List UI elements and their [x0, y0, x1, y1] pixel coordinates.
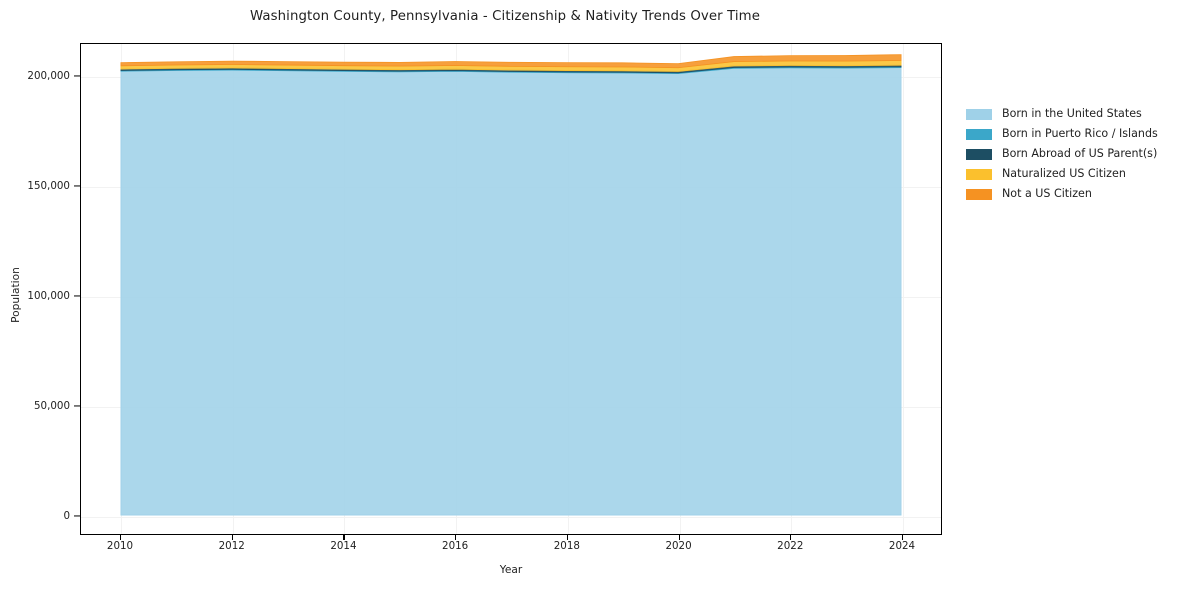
legend-label: Born in Puerto Rico / Islands: [1002, 127, 1158, 141]
x-tick-label: 2016: [442, 540, 469, 552]
legend-swatch: [966, 108, 992, 120]
area-series: [120, 67, 902, 516]
legend-swatch: [966, 188, 992, 200]
y-axis-label: Population: [10, 267, 22, 323]
area-series: [120, 54, 902, 69]
legend-label: Born in the United States: [1002, 107, 1142, 121]
x-tick-mark: [120, 535, 122, 540]
x-axis-label: Year: [499, 564, 523, 576]
legend-item[interactable]: Born Abroad of US Parent(s): [966, 144, 1180, 164]
legend-swatch: [966, 168, 992, 180]
y-tick-label: 0: [63, 510, 70, 522]
plot-area: [80, 43, 942, 535]
x-tick-label: 2010: [106, 540, 134, 552]
x-tick-mark: [343, 535, 345, 540]
legend-item[interactable]: Not a US Citizen: [966, 184, 1180, 204]
y-tick-label: 100,000: [27, 290, 70, 302]
legend-swatch: [966, 128, 992, 140]
y-tick-mark: [74, 515, 80, 517]
legend-item[interactable]: Born in the United States: [966, 104, 1180, 124]
chart-legend: Born in the United States Born in Puerto …: [966, 104, 1180, 204]
x-tick-label: 2020: [665, 540, 692, 552]
legend-label: Not a US Citizen: [1002, 187, 1092, 201]
y-tick-mark: [74, 295, 80, 297]
x-tick-mark: [902, 535, 904, 540]
legend-label: Naturalized US Citizen: [1002, 167, 1126, 181]
y-tick-mark: [74, 185, 80, 187]
legend-label: Born Abroad of US Parent(s): [1002, 147, 1158, 161]
x-tick-label: 2024: [888, 540, 916, 552]
chart-title: Washington County, Pennsylvania - Citize…: [249, 9, 761, 24]
x-tick-label: 2014: [330, 540, 357, 552]
y-tick-label: 50,000: [33, 400, 70, 412]
legend-item[interactable]: Naturalized US Citizen: [966, 164, 1180, 184]
x-tick-label: 2022: [777, 540, 804, 552]
stacked-area-series: [120, 54, 902, 516]
legend-swatch: [966, 148, 992, 160]
x-tick-label: 2012: [218, 540, 245, 552]
x-tick-mark: [455, 535, 457, 540]
x-tick-mark: [678, 535, 680, 540]
x-tick-label: 2018: [553, 540, 580, 552]
y-tick-mark: [74, 75, 80, 77]
x-tick-mark: [231, 535, 233, 540]
y-tick-mark: [74, 405, 80, 407]
x-tick-mark: [790, 535, 792, 540]
gridline-horizontal: [81, 517, 941, 518]
y-tick-label: 150,000: [27, 180, 70, 192]
y-tick-label: 200,000: [27, 70, 70, 82]
x-tick-mark: [566, 535, 568, 540]
gridline-vertical: [903, 44, 904, 534]
legend-item[interactable]: Born in Puerto Rico / Islands: [966, 124, 1180, 144]
